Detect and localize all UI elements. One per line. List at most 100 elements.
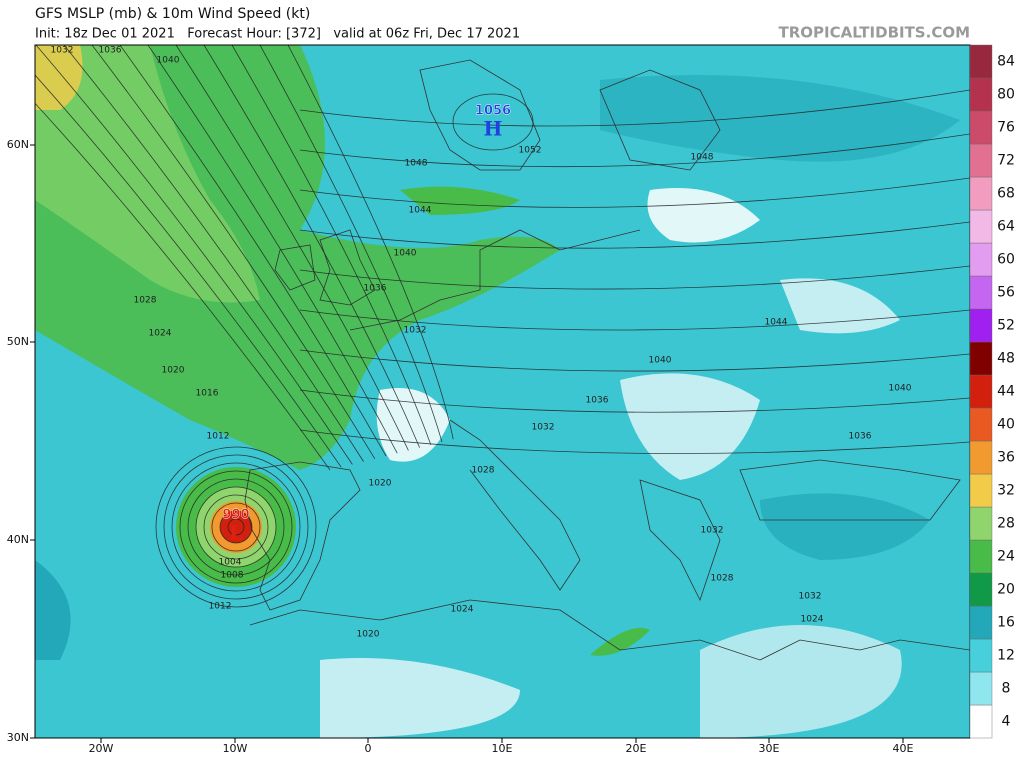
colorbar-label: 40 xyxy=(997,417,1015,433)
calm-area xyxy=(700,625,902,738)
isobar-line xyxy=(171,462,301,592)
colorbar-label: 16 xyxy=(997,615,1015,631)
isobar-line xyxy=(91,45,376,460)
colorbar-band xyxy=(969,407,993,442)
lon-label: 10E xyxy=(492,742,513,755)
isobar-label: 1004 xyxy=(219,558,242,568)
isobar-labels: 1032 1036 1040 1048 1044 1040 1036 1032 1028 1024… xyxy=(51,46,912,640)
isobar-label: 1040 xyxy=(649,356,672,366)
isobar-line xyxy=(299,177,970,208)
credit: TROPICALTIDBITS.COM xyxy=(779,24,971,42)
map-axes: 60N 50N 40N 30N 20W 10W 0 10E 20E 30E 40E xyxy=(7,138,914,755)
isobar-label: 1028 xyxy=(472,466,495,476)
map-area: 1032 1036 1040 1048 1044 1040 1036 1032 1028 1024… xyxy=(35,45,970,738)
pressure-symbol: L xyxy=(229,521,243,545)
wind-zone xyxy=(590,627,650,656)
isobar-line xyxy=(299,265,970,290)
isobar-line xyxy=(147,45,398,454)
colorbar-label: 12 xyxy=(997,648,1015,664)
colorbar-band xyxy=(969,77,993,112)
lat-label: 30N xyxy=(7,731,29,744)
isobar-label: 1036 xyxy=(99,46,122,56)
isobar-line xyxy=(299,349,970,372)
isobar-label: 1048 xyxy=(691,153,714,163)
colorbar-label: 84 xyxy=(997,54,1015,70)
colorbar-label: 36 xyxy=(997,450,1015,466)
isobar-label: 1012 xyxy=(209,602,232,612)
isobar-line xyxy=(63,45,364,462)
isobar-label: 1024 xyxy=(801,615,824,625)
colorbar-band xyxy=(969,209,993,244)
isobar-label: 1044 xyxy=(765,318,788,328)
colorbar-band xyxy=(969,506,993,541)
colorbar-band xyxy=(969,275,993,310)
isobar-line xyxy=(211,502,261,552)
coastline xyxy=(449,419,581,591)
lat-label: 50N xyxy=(7,335,29,348)
calm-area xyxy=(320,658,520,738)
lon-label: 20W xyxy=(89,742,114,755)
wind-zone xyxy=(35,45,260,303)
isobar-label: 1036 xyxy=(586,396,609,406)
isobar-label: 1036 xyxy=(364,284,387,294)
isobar-label: 1032 xyxy=(532,423,555,433)
wind-zone xyxy=(35,560,71,660)
isobar-label: 1040 xyxy=(394,249,417,259)
isobar-line xyxy=(35,102,331,471)
lon-label: 30E xyxy=(759,742,780,755)
colorbar-band xyxy=(969,704,993,739)
isobar-line xyxy=(299,89,970,127)
colorbar-band xyxy=(969,176,993,211)
colorbar-label: 68 xyxy=(997,186,1015,202)
coastline xyxy=(249,599,970,661)
isobar-line xyxy=(203,494,269,560)
isobar-line xyxy=(163,454,309,600)
colorbar-label: 44 xyxy=(997,384,1015,400)
colorbar-band xyxy=(969,572,993,607)
colorbar-band xyxy=(969,308,993,343)
colorbar-label: 48 xyxy=(997,351,1015,367)
isobar-line xyxy=(299,389,970,413)
isobar-line xyxy=(227,518,245,536)
isobar-line xyxy=(299,221,970,249)
colorbar-band xyxy=(969,374,993,409)
colorbar-band xyxy=(969,110,993,145)
isobar-line xyxy=(299,429,970,454)
colorbar-band xyxy=(969,473,993,508)
colorbar-label: 56 xyxy=(997,285,1015,301)
colorbar-band xyxy=(969,242,993,277)
lon-label: 40E xyxy=(893,742,914,755)
coastline xyxy=(419,59,541,171)
colorbar-band xyxy=(969,44,993,79)
isobar-line xyxy=(35,74,342,468)
coastline xyxy=(639,479,721,602)
coastline xyxy=(739,459,961,521)
isobars xyxy=(35,45,970,608)
isobar-label: 1044 xyxy=(409,206,432,216)
isobar-line xyxy=(179,470,293,584)
lon-label: 0 xyxy=(365,742,372,755)
colorbar-band xyxy=(969,671,993,706)
isobar-line xyxy=(35,45,353,465)
colorbar-label: 76 xyxy=(997,120,1015,136)
isobar-label: 1020 xyxy=(162,366,185,376)
isobar-line xyxy=(187,478,285,576)
isobar-line xyxy=(287,45,454,440)
isobar-line xyxy=(259,45,443,443)
wind-zone xyxy=(600,75,960,162)
coastline xyxy=(319,229,376,306)
lat-label: 40N xyxy=(7,533,29,546)
pressure-value: 990 xyxy=(222,508,249,523)
colorbar-band xyxy=(969,440,993,475)
isobar-label: 1032 xyxy=(799,592,822,602)
pressure-symbol: H xyxy=(484,117,503,141)
isobar-label: 1032 xyxy=(51,46,74,56)
isobar-label: 1020 xyxy=(369,479,392,489)
isobar-label: 1032 xyxy=(701,526,724,536)
isobar-line xyxy=(452,93,534,151)
isobar-line xyxy=(219,510,253,544)
isobar-label: 1036 xyxy=(849,432,872,442)
colorbar-label: 4 xyxy=(1002,714,1011,730)
